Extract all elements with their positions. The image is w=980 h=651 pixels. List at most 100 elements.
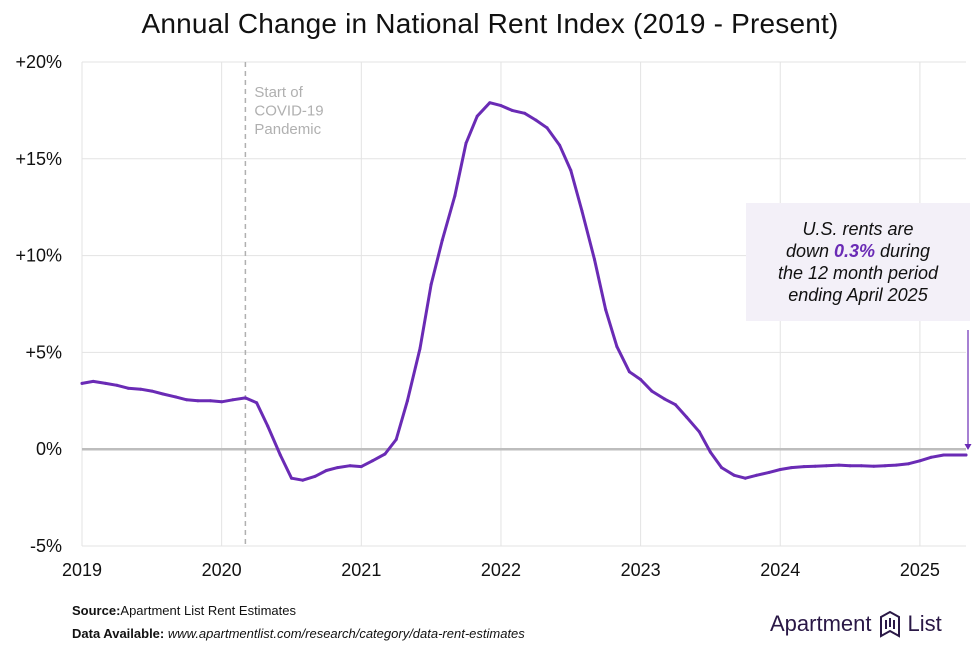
- data-point: [359, 465, 363, 469]
- data-point: [615, 345, 619, 349]
- data-point: [510, 108, 514, 112]
- data-point: [883, 464, 887, 468]
- data-point: [755, 473, 758, 477]
- data-point: [708, 450, 712, 454]
- callout-line-1: U.S. rents are: [802, 219, 914, 239]
- data-point: [639, 378, 643, 381]
- data-point: [196, 399, 200, 403]
- y-tick-label: -5%: [30, 536, 62, 556]
- data-point: [255, 401, 259, 405]
- data-point: [685, 415, 689, 419]
- callout-line-3: the 12 month period: [777, 263, 939, 283]
- covid-label-line: COVID-19: [254, 103, 323, 120]
- data-point: [243, 396, 247, 400]
- data-point: [405, 399, 409, 403]
- data-point: [80, 381, 84, 385]
- data-point: [848, 464, 852, 468]
- data-point: [918, 459, 922, 463]
- data-point: [475, 114, 479, 118]
- data-point: [440, 238, 444, 242]
- x-tick-label: 2024: [760, 560, 800, 580]
- callout-box: U.S. rents are down 0.3% during the 12 m…: [746, 203, 970, 321]
- callout-arrow: [964, 330, 972, 451]
- data-point: [894, 463, 898, 467]
- callout-line-2-pre: down: [785, 241, 834, 261]
- data-point: [650, 389, 654, 393]
- apartment-list-logo: Apartment List: [770, 609, 942, 639]
- data-point: [278, 453, 282, 457]
- data-point: [324, 469, 328, 472]
- data-point: [824, 464, 828, 468]
- data-point: [837, 463, 841, 467]
- data-point: [336, 466, 340, 470]
- data-point: [453, 194, 457, 198]
- y-axis-ticks: +20% +15% +10% +5% 0% -5%: [15, 52, 62, 556]
- data-point: [674, 403, 677, 407]
- x-tick-label: 2023: [621, 560, 661, 580]
- data-point: [418, 347, 422, 350]
- arrow-head: [964, 444, 972, 451]
- data-point: [569, 168, 573, 172]
- data-available-line: Data Available: www.apartmentlist.com/re…: [72, 626, 525, 641]
- callout-line-4: ending April 2025: [788, 285, 928, 305]
- data-point: [266, 424, 270, 428]
- data-point: [488, 101, 492, 105]
- y-tick-label: +20%: [15, 52, 62, 72]
- source-text: Apartment List Rent Estimates: [120, 603, 296, 618]
- data-point: [290, 476, 293, 480]
- data-point: [126, 386, 130, 390]
- data-point: [523, 111, 527, 115]
- data-point: [929, 455, 933, 459]
- source-line: Source:Apartment List Rent Estimates: [72, 603, 296, 618]
- y-tick-label: +5%: [25, 342, 62, 362]
- x-tick-label: 2021: [341, 560, 381, 580]
- data-point: [593, 258, 596, 261]
- data-point: [348, 464, 352, 468]
- y-tick-label: 0%: [36, 439, 62, 459]
- callout-percent: 0.3%: [833, 241, 876, 261]
- callout-line-2-post: during: [875, 241, 931, 261]
- data-point: [580, 209, 584, 213]
- data-point: [220, 400, 224, 404]
- data-point: [464, 141, 468, 145]
- data-point: [161, 392, 165, 396]
- data-point: [185, 398, 189, 402]
- data-point: [859, 464, 863, 468]
- data-point: [778, 468, 782, 471]
- x-tick-label: 2019: [62, 560, 102, 580]
- data-point: [499, 104, 503, 108]
- logo-text-left: Apartment: [770, 611, 872, 636]
- data-point: [789, 466, 793, 470]
- data-point: [720, 466, 724, 470]
- data-point: [942, 453, 946, 457]
- data-point: [743, 476, 747, 480]
- covid-label-line: Pandemic: [254, 121, 321, 138]
- data-point: [697, 430, 701, 434]
- data-point: [139, 387, 143, 391]
- data-point: [907, 462, 911, 466]
- data-point: [150, 389, 154, 393]
- y-tick-label: +10%: [15, 246, 62, 266]
- data-point: [371, 459, 374, 463]
- source-label: Source:: [72, 603, 121, 618]
- x-axis-ticks: 2019 2020 2021 2022 2023 2024 2025: [62, 560, 940, 580]
- data-point: [174, 395, 178, 399]
- covid-label-line: Start of: [254, 84, 303, 101]
- data-point: [429, 283, 433, 287]
- data-point: [104, 381, 108, 385]
- data-point: [209, 399, 212, 403]
- data-available-link[interactable]: www.apartmentlist.com/research/category/…: [167, 626, 525, 641]
- logo-text-right: List: [907, 611, 942, 636]
- data-available-label: Data Available:: [72, 626, 165, 641]
- data-point: [627, 370, 631, 374]
- data-point: [301, 478, 305, 482]
- building-icon: [879, 610, 900, 638]
- series-group: [80, 101, 968, 482]
- data-point: [231, 398, 235, 402]
- data-point: [604, 308, 608, 312]
- data-point: [383, 452, 387, 456]
- data-point: [813, 464, 817, 468]
- chart-title: Annual Change in National Rent Index (20…: [141, 8, 839, 39]
